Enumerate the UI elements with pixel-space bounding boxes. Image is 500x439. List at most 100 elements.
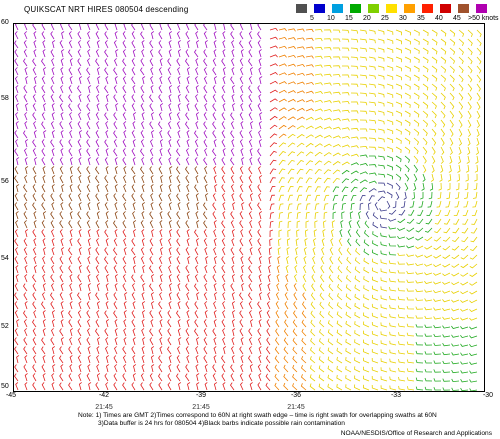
wind-barb [105,148,109,157]
wind-barb [131,382,136,391]
wind-barb [371,312,379,319]
wind-barb [460,290,469,295]
wind-barb [14,166,19,175]
wind-barb [68,148,73,157]
wind-barb [43,103,47,112]
wind-barb [442,325,451,329]
wind-barb [151,130,155,139]
wind-barb [230,220,235,229]
wind-barb [287,194,293,202]
wind-barb [440,146,445,155]
wind-barb [86,139,91,148]
wind-barb [86,121,91,130]
wind-barb [203,202,208,211]
wind-barb [258,121,262,130]
wind-barb [406,341,415,346]
wind-barb [186,292,190,301]
wind-barb [32,346,37,355]
wind-barb [337,256,343,265]
wind-barb [345,311,352,319]
wind-barb [24,256,28,265]
wind-barb [158,283,163,292]
wind-barb [476,128,480,137]
wind-barb [287,107,296,112]
wind-barb [221,229,226,238]
wind-barb [213,40,217,49]
wind-barb [51,238,55,247]
wind-barb [285,283,289,292]
wind-barb [167,373,172,382]
wind-barb [257,238,262,247]
wind-barb [278,28,287,32]
wind-barb [268,247,273,256]
wind-barb [203,76,208,85]
wind-barb [87,238,91,247]
wind-barb [328,301,334,310]
wind-barb [149,49,154,58]
wind-barb [194,157,199,166]
wind-barb [305,134,314,139]
wind-barb [51,382,55,391]
wind-barb [32,103,37,112]
legend-label: 10 [327,15,335,22]
wind-barb [296,203,302,211]
wind-barb [350,186,358,193]
wind-barb [451,272,460,277]
wind-barb [359,38,367,43]
wind-barb [203,238,208,247]
wind-barb [77,346,82,355]
wind-barb [286,247,290,256]
wind-barb [278,89,287,94]
wind-barb [257,24,262,31]
wind-barb [231,58,235,67]
wind-barb [87,112,91,121]
wind-barb [332,161,341,166]
wind-barb [140,382,145,391]
wind-barb [23,130,28,139]
wind-barb [24,121,28,130]
wind-barb [213,346,217,355]
wind-barb [451,361,460,365]
wind-barb [345,384,352,391]
wind-barb [257,85,262,94]
wind-barb [240,274,244,283]
wind-barb [398,332,406,337]
wind-barb [310,328,316,337]
wind-barb [249,130,253,139]
wind-barb [50,193,55,202]
wind-barb [32,364,37,373]
wind-barb [404,137,411,145]
wind-barb [168,139,172,148]
wind-barb [159,292,163,301]
wind-barb [328,274,334,283]
wind-barb [23,310,28,319]
wind-barb [461,236,469,243]
wind-barb [331,220,335,229]
wind-barb [149,121,154,130]
wind-barb [287,63,296,67]
wind-barb [77,121,82,130]
wind-barb [287,28,296,32]
wind-barb [194,310,199,319]
wind-barb [104,328,109,337]
wind-barb [266,301,271,310]
wind-barb [50,85,55,94]
wind-barb [377,56,385,62]
wind-barb [274,364,280,373]
wind-barb [186,139,190,148]
wind-barb [41,184,46,193]
wind-barb [320,265,325,274]
wind-barb [95,193,100,202]
wind-barb [114,364,118,373]
wind-barb [269,212,274,220]
footnote-line-1: Note: 1) Times are GMT 2)Times correspon… [78,412,437,419]
wind-barb [259,175,263,184]
wind-barb [194,166,199,175]
wind-barb [194,229,199,238]
wind-barb [397,296,406,301]
wind-barb [96,301,101,310]
wind-barb [42,292,46,301]
wind-barb [68,220,73,229]
wind-barb [176,373,181,382]
wind-barb [14,310,19,319]
